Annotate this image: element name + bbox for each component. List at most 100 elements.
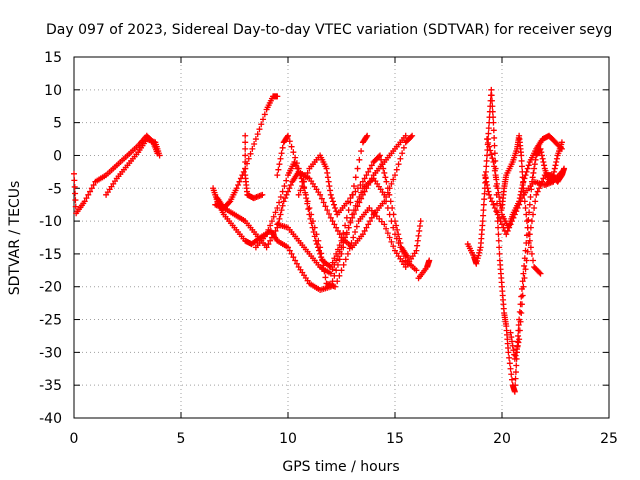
- data-point: [349, 214, 356, 221]
- data-point: [277, 194, 284, 201]
- data-point: [518, 163, 525, 170]
- data-point: [414, 242, 421, 249]
- data-point: [480, 207, 487, 214]
- y-tick-label: -15: [39, 247, 62, 263]
- data-point: [72, 203, 79, 210]
- data-point: [491, 204, 498, 211]
- data-point: [390, 243, 397, 250]
- data-point: [397, 155, 404, 162]
- data-point: [340, 261, 347, 268]
- series-arc-2: [103, 136, 163, 198]
- data-point: [503, 231, 510, 238]
- data-point: [293, 160, 300, 167]
- data-point: [344, 198, 351, 205]
- data-point: [489, 97, 496, 104]
- data-point: [558, 168, 565, 175]
- data-point: [378, 156, 385, 163]
- x-tick-label: 5: [177, 431, 186, 447]
- data-point: [518, 157, 525, 164]
- data-point: [486, 191, 493, 198]
- data-point: [528, 250, 535, 257]
- data-point: [279, 202, 286, 209]
- data-point: [381, 221, 388, 228]
- data-point: [272, 227, 279, 234]
- data-point: [350, 183, 357, 190]
- data-point: [284, 133, 291, 140]
- data-point: [404, 254, 411, 261]
- y-tick-label: -10: [39, 214, 62, 230]
- data-point: [279, 188, 286, 195]
- data-point: [304, 198, 311, 205]
- data-point: [348, 239, 355, 246]
- data-point: [485, 188, 492, 195]
- data-point: [72, 197, 79, 204]
- data-point: [507, 365, 514, 372]
- data-point: [309, 218, 316, 225]
- data-point: [286, 247, 293, 254]
- data-point: [499, 221, 505, 228]
- data-point: [81, 198, 88, 205]
- data-point: [557, 144, 564, 151]
- x-axis-label: GPS time / hours: [282, 459, 399, 475]
- data-point: [282, 195, 289, 202]
- data-point: [301, 178, 308, 185]
- data-point: [358, 195, 365, 202]
- data-point: [278, 150, 285, 157]
- data-point: [286, 138, 293, 145]
- data-point: [519, 174, 526, 181]
- data-point: [491, 134, 498, 141]
- data-point: [382, 174, 389, 181]
- data-point: [333, 208, 340, 215]
- data-point: [338, 244, 345, 251]
- x-tick-labels: 0 5 10 15 20 25: [70, 431, 618, 447]
- data-point: [256, 126, 263, 133]
- data-point: [536, 269, 543, 276]
- data-point: [342, 256, 349, 263]
- data-point: [492, 172, 499, 179]
- data-point: [483, 178, 490, 185]
- data-point: [484, 152, 491, 159]
- data-point: [320, 199, 327, 206]
- data-point: [484, 136, 491, 143]
- data-point: [365, 168, 372, 175]
- data-point: [336, 248, 343, 255]
- data-point: [491, 150, 498, 157]
- data-point: [359, 231, 366, 238]
- data-point: [242, 139, 249, 146]
- data-point: [508, 376, 515, 383]
- data-point: [426, 257, 433, 264]
- data-point: [518, 293, 525, 300]
- series-arc-5: [242, 132, 266, 202]
- data-point: [397, 239, 404, 246]
- data-point: [505, 349, 512, 356]
- data-point: [292, 257, 299, 264]
- data-point: [333, 267, 340, 274]
- data-point: [515, 339, 522, 346]
- data-point: [226, 199, 233, 206]
- data-point: [483, 157, 490, 164]
- data-point: [392, 218, 398, 225]
- data-point: [247, 150, 254, 157]
- data-point: [508, 334, 515, 341]
- series-arc-1: [71, 132, 161, 217]
- data-point: [522, 204, 529, 211]
- data-point: [377, 152, 384, 159]
- data-point: [363, 133, 370, 140]
- data-point: [325, 178, 332, 185]
- data-point: [388, 238, 395, 245]
- data-point: [383, 225, 390, 232]
- data-point: [90, 181, 97, 188]
- data-point: [532, 198, 539, 205]
- data-point: [558, 139, 565, 146]
- data-point: [347, 219, 354, 226]
- data-point: [518, 195, 525, 202]
- data-point: [331, 221, 338, 228]
- data-point: [336, 231, 343, 238]
- data-point: [283, 177, 290, 184]
- data-point: [390, 176, 397, 183]
- data-point: [319, 256, 326, 263]
- data-point: [520, 283, 527, 290]
- data-point: [383, 194, 390, 201]
- data-point: [508, 338, 515, 345]
- data-point: [488, 86, 495, 93]
